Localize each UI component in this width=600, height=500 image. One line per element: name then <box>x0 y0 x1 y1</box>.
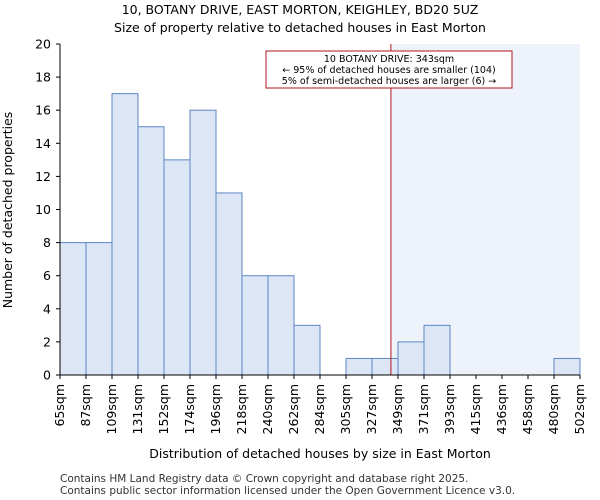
y-tick-label: 14 <box>35 136 51 151</box>
x-tick-label: 240sqm <box>260 384 275 434</box>
y-tick-label: 4 <box>43 301 51 316</box>
bar-349sqm <box>397 341 425 376</box>
x-tick-label: 152sqm <box>156 384 171 434</box>
annotation-line-3: 5% of semi-detached houses are larger (6… <box>282 76 496 87</box>
x-tick-label: 305sqm <box>338 384 353 434</box>
y-tick-label: 2 <box>43 334 51 349</box>
y-tick-label: 16 <box>35 103 51 118</box>
bar-480sqm <box>553 357 581 376</box>
x-tick-label: 284sqm <box>312 384 327 434</box>
x-tick-label: 174sqm <box>182 384 197 434</box>
bar-152sqm <box>163 159 191 376</box>
highlight-region <box>390 44 580 375</box>
bar-262sqm <box>293 324 321 376</box>
y-tick-label: 20 <box>35 37 51 52</box>
y-tick-label: 0 <box>43 368 51 383</box>
bar-109sqm <box>111 93 139 376</box>
chart-title: 10, BOTANY DRIVE, EAST MORTON, KEIGHLEY,… <box>122 2 479 17</box>
x-tick-label: 480sqm <box>546 384 561 434</box>
x-tick-label: 436sqm <box>494 384 509 434</box>
x-tick-label: 349sqm <box>390 384 405 434</box>
x-tick-label: 131sqm <box>130 384 145 434</box>
annotation-line-2: ← 95% of detached houses are smaller (10… <box>282 65 495 76</box>
x-tick-label: 502sqm <box>572 384 587 434</box>
x-axis: 65sqm 87sqm 109sqm 131sqm 152sqm 174sqm 196sqm… <box>52 374 587 434</box>
bars-group <box>59 93 581 376</box>
y-tick-label: 6 <box>43 268 51 283</box>
x-tick-label: 218sqm <box>234 384 249 434</box>
bar-65sqm <box>59 242 87 376</box>
y-axis: 0 2 4 6 8 10 12 14 16 18 20 <box>35 37 61 383</box>
bar-87sqm <box>85 242 113 376</box>
bar-131sqm <box>137 126 165 376</box>
x-tick-label: 393sqm <box>442 384 457 434</box>
x-tick-label: 458sqm <box>520 384 535 434</box>
x-tick-label: 109sqm <box>104 384 119 434</box>
x-tick-label: 415sqm <box>468 384 483 434</box>
x-tick-label: 327sqm <box>364 384 379 434</box>
footer-line-1: Contains HM Land Registry data © Crown c… <box>60 473 468 485</box>
y-tick-label: 18 <box>35 70 51 85</box>
x-tick-label: 87sqm <box>78 384 93 427</box>
bar-371sqm <box>423 324 451 376</box>
bar-327sqm <box>371 357 399 376</box>
y-tick-label: 12 <box>35 169 51 184</box>
x-axis-label: Distribution of detached houses by size … <box>149 446 491 461</box>
bar-305sqm <box>345 357 373 376</box>
x-tick-label: 196sqm <box>208 384 223 434</box>
x-tick-label: 65sqm <box>52 384 67 427</box>
x-tick-label: 371sqm <box>416 384 431 434</box>
annotation-box-border <box>265 50 513 89</box>
y-axis-label: Number of detached properties <box>0 112 15 309</box>
bar-218sqm <box>241 275 269 376</box>
bar-196sqm <box>215 192 243 376</box>
footer-line-2: Contains public sector information licen… <box>60 485 515 497</box>
x-tick-label: 262sqm <box>286 384 301 434</box>
bar-174sqm <box>189 109 217 376</box>
annotation-line-1: 10 BOTANY DRIVE: 343sqm <box>324 54 454 65</box>
bar-240sqm <box>267 275 295 376</box>
y-tick-label: 10 <box>35 202 51 217</box>
annotation-box: 10 BOTANY DRIVE: 343sqm ← 95% of detache… <box>265 50 513 89</box>
y-tick-label: 8 <box>43 235 51 250</box>
chart-subtitle: Size of property relative to detached ho… <box>114 20 486 35</box>
